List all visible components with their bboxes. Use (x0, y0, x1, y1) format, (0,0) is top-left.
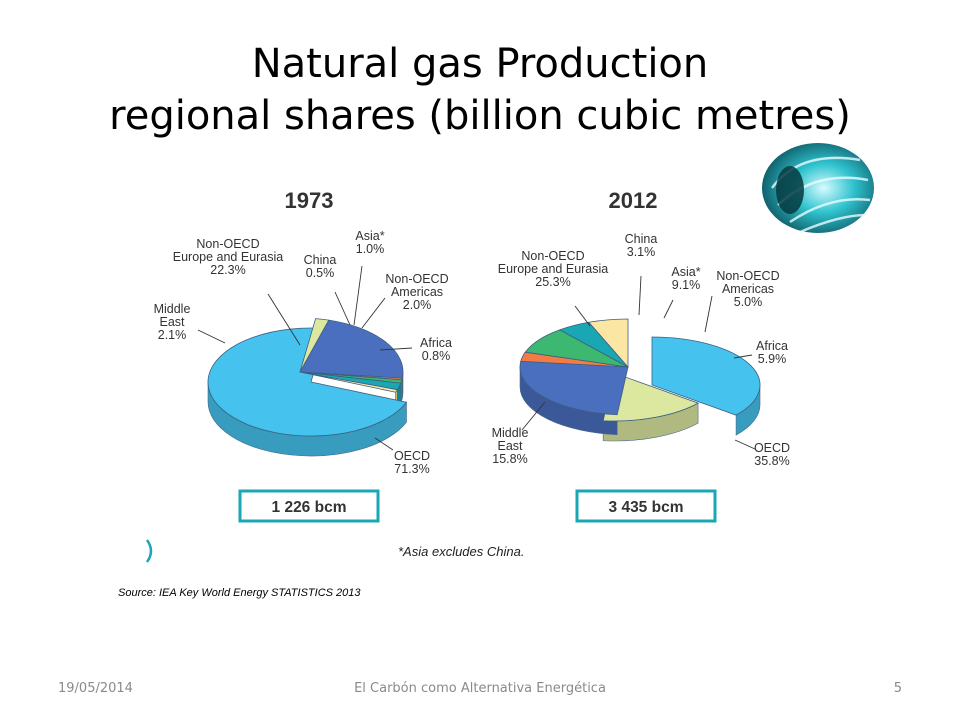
chart-year-title-1973: 1973 (285, 188, 334, 213)
footnote-asia: *Asia excludes China. (398, 544, 524, 559)
slice-label-2012-non-oecd-europe-and-eurasia: Non-OECD Europe and Eurasia 25.3% (498, 249, 609, 289)
slice-label-1973-africa: Africa 0.8% (420, 336, 452, 363)
leader-line-1973-asia (353, 265, 363, 326)
leader-line-1973-non-oecd-europe-and-eurasia (267, 293, 301, 346)
leader-line-1973-africa (379, 347, 413, 351)
slice-label-1973-oecd: OECD 71.3% (394, 449, 430, 476)
pie-slice-2012-oecd (651, 336, 761, 416)
leader-line-2012-non-oecd-americas (704, 295, 713, 333)
slice-value-1973-china: 0.5% (306, 266, 335, 280)
chart-year-title-2012: 2012 (609, 188, 658, 213)
pie-slice-1973-non-oecd-europe-and-eurasia (299, 319, 404, 379)
slice-label-2012-asia: Asia* 9.1% (671, 265, 700, 292)
decorative-bracket (145, 539, 153, 563)
footer-text: El Carbón como Alternativa Energética (354, 681, 606, 696)
slice-label-1973-asia: Asia* 1.0% (355, 229, 384, 256)
slice-label-2012-africa: Africa 5.9% (756, 339, 788, 366)
slice-label-2012-non-oecd-americas: Non-OECD Americas 5.0% (716, 269, 779, 309)
pie-slice-1973-africa (299, 371, 398, 393)
title-line-2: regional shares (billion cubic metres) (109, 93, 851, 139)
slice-value-1973-asia: 1.0% (356, 242, 385, 256)
slice-value-2012-non-oecd-europe-and-eurasia: 25.3% (535, 275, 570, 289)
leader-line-2012-middle-east (521, 401, 546, 431)
pie-chart-1973: OECD 71.3% Middle East 2.1% Non-OECD Europe an… (154, 188, 452, 523)
slice-value-1973-non-oecd-americas: 2.0% (403, 298, 432, 312)
slice-label-1973-middle-east: Middle East 2.1% (154, 302, 191, 342)
footer-page-number: 5 (893, 681, 902, 696)
leader-line-1973-china (334, 291, 351, 326)
footer-date: 19/05/2014 (58, 681, 133, 696)
total-box-2012 (575, 489, 717, 523)
slide-title: Natural gas Production regional shares (… (0, 38, 960, 142)
slice-value-1973-non-oecd-europe-and-eurasia: 22.3% (210, 263, 245, 277)
pie-slice-2012-non-oecd-europe-and-eurasia (519, 360, 629, 416)
slice-value-1973-middle-east: 2.1% (158, 328, 187, 342)
leader-line-1973-non-oecd-americas (361, 297, 386, 329)
source-note: Source: IEA Key World Energy STATISTICS … (118, 587, 361, 599)
total-label-1973: 1 226 bcm (272, 499, 347, 516)
slice-value-2012-china: 3.1% (627, 245, 656, 259)
slice-value-2012-oecd: 35.8% (754, 454, 789, 468)
slice-label-2012-oecd: OECD 35.8% (754, 441, 790, 468)
slice-value-2012-middle-east: 15.8% (492, 452, 527, 466)
slice-label-2012-china: China 3.1% (625, 232, 658, 259)
slice-value-1973-africa: 0.8% (422, 349, 451, 363)
leader-line-1973-middle-east (197, 329, 226, 344)
decorative-spiral-logo (762, 143, 874, 234)
title-line-1: Natural gas Production (251, 41, 709, 87)
slice-label-1973-non-oecd-europe-and-eurasia: Non-OECD Europe and Eurasia 22.3% (173, 237, 284, 277)
total-label-2012: 3 435 bcm (609, 499, 684, 516)
pie-chart-2012: OECD 35.8% Middle East 15.8% Non-OECD Europe a… (492, 188, 790, 523)
slice-label-1973-non-oecd-americas: Non-OECD Americas 2.0% (385, 272, 448, 312)
total-box-1973 (238, 489, 380, 523)
leader-line-2012-china (638, 275, 642, 316)
slice-label-2012-middle-east: Middle East 15.8% (492, 426, 529, 466)
leader-line-2012-africa (733, 354, 753, 359)
slice-value-2012-africa: 5.9% (758, 352, 787, 366)
slice-value-2012-asia: 9.1% (672, 278, 701, 292)
leader-line-1973-oecd (374, 437, 394, 451)
slice-value-1973-oecd: 71.3% (394, 462, 429, 476)
leader-line-2012-non-oecd-europe-and-eurasia (574, 305, 591, 327)
pie-slice-2012-africa (588, 318, 629, 369)
leader-line-2012-oecd (734, 439, 756, 450)
slice-label-1973-china: China 0.5% (304, 253, 337, 280)
pie-slice-2012-middle-east (602, 372, 700, 422)
leader-line-2012-asia (663, 299, 674, 319)
slice-value-2012-non-oecd-americas: 5.0% (734, 295, 763, 309)
pie-slice-1973-oecd (207, 327, 408, 437)
